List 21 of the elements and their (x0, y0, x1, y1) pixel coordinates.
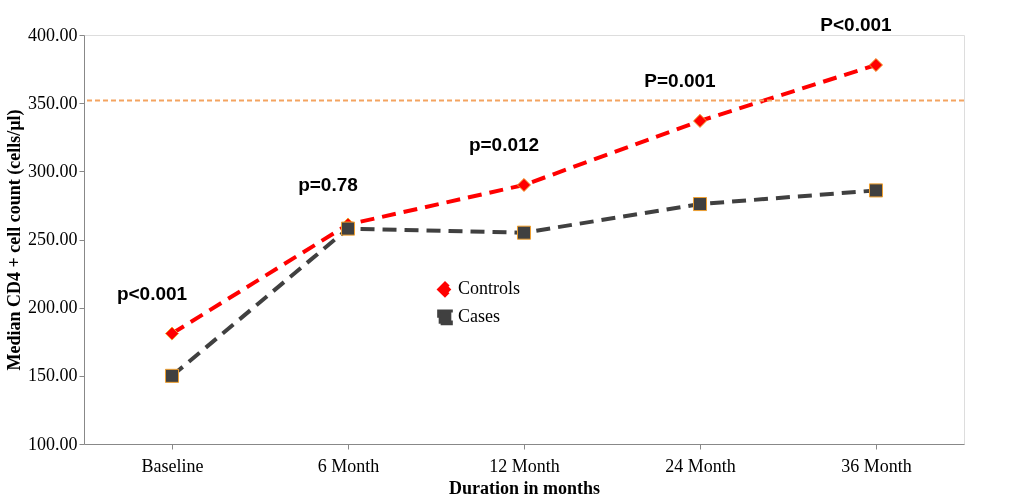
y-tick-label: 200.00 (28, 297, 78, 318)
y-axis-title: Median CD4 + cell count (cells/µl) (4, 109, 25, 371)
y-tick-label: 300.00 (28, 160, 78, 181)
annotation: P=0.001 (644, 69, 717, 91)
legend-label: Controls (458, 278, 521, 299)
y-tick-label: 250.00 (28, 229, 78, 249)
annotation: p<0.001 (116, 282, 188, 304)
x-tick-label: 6 Month (317, 455, 380, 476)
y-tick-label: 100.00 (28, 433, 78, 454)
x-tick-label: 12 Month (489, 455, 560, 476)
text: P<0.001 (820, 13, 893, 35)
y-tick-label: 350.00 (28, 92, 78, 113)
annotation: p=0.012 (468, 133, 540, 155)
x-tick-label: 36 Month (841, 455, 912, 476)
x-axis-title: Duration in months (448, 477, 601, 498)
x-tick-label: 24 Month (665, 455, 736, 476)
legend-label: Cases (458, 306, 500, 327)
y-tick-label: 150.00 (28, 365, 78, 386)
x-tick-label: Baseline (141, 455, 204, 476)
annotation: p=0.78 (298, 173, 358, 195)
y-tick-label: 400.00 (28, 24, 78, 45)
